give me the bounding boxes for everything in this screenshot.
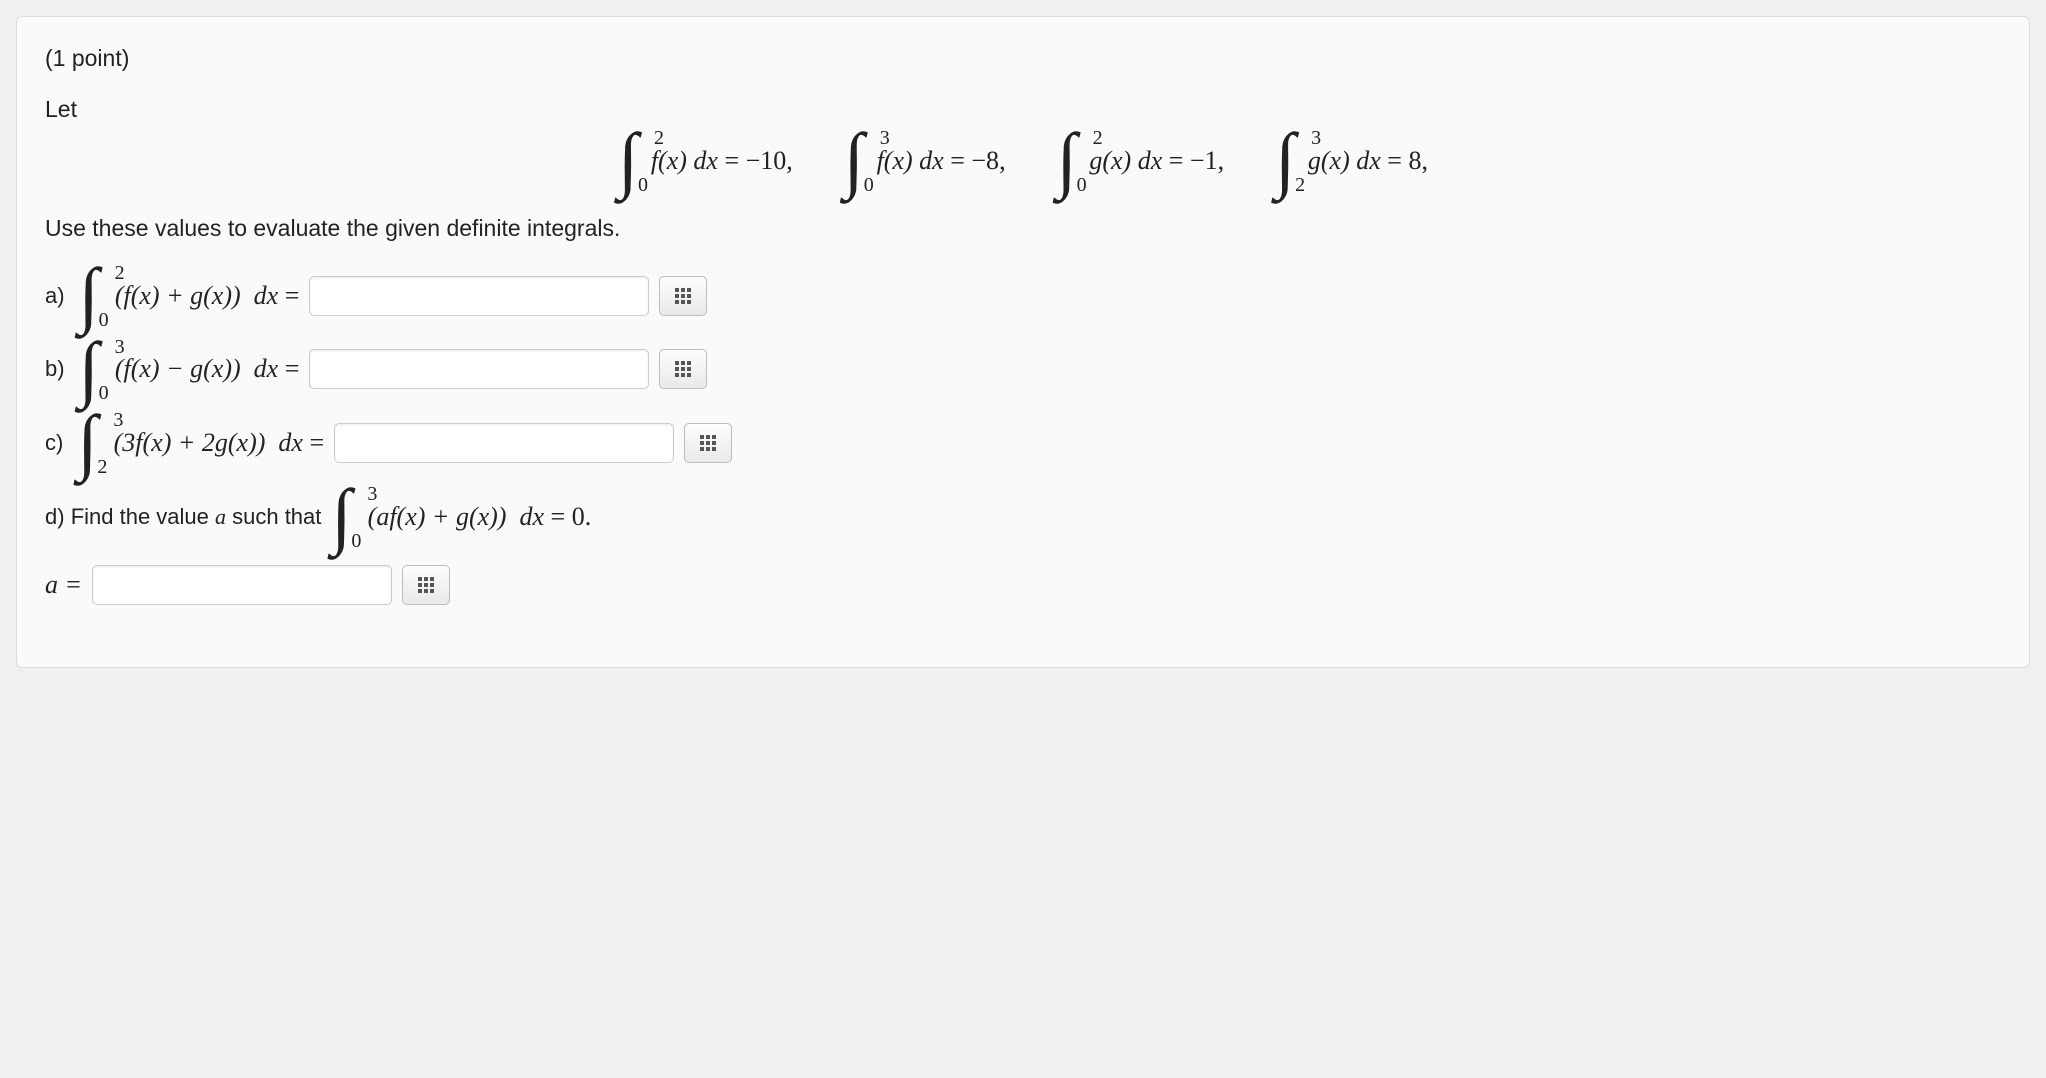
part-a-keypad-button[interactable] — [659, 276, 707, 316]
part-a-input[interactable] — [309, 276, 649, 316]
part-c-input[interactable] — [334, 423, 674, 463]
part-c-integral: ∫ 3 2 — [77, 417, 97, 469]
part-c-keypad-button[interactable] — [684, 423, 732, 463]
part-d-input[interactable] — [92, 565, 392, 605]
keypad-icon — [700, 435, 716, 451]
part-b-integral: ∫ 3 0 — [79, 344, 99, 396]
given-integral-3: ∫ 2 0 — [1057, 135, 1077, 187]
part-b-input[interactable] — [309, 349, 649, 389]
problem-panel: (1 point) Let ∫ 2 0 f(x) dx = −10, ∫ 3 0… — [16, 16, 2030, 668]
keypad-icon — [675, 288, 691, 304]
part-b-keypad-button[interactable] — [659, 349, 707, 389]
part-a-row: a) ∫ 2 0 (f(x) + g(x)) dx = — [45, 270, 2001, 322]
part-c-label: c) — [45, 430, 63, 456]
part-b-row: b) ∫ 3 0 (f(x) − g(x)) dx = — [45, 344, 2001, 396]
part-d-label: d) — [45, 504, 65, 529]
given-integral-4: ∫ 3 2 — [1275, 135, 1295, 187]
part-d-answer-row: a = — [45, 565, 2001, 605]
part-a-integral: ∫ 2 0 — [79, 270, 99, 322]
points-label: (1 point) — [45, 45, 2001, 72]
part-d-row: d) Find the value a such that ∫ 3 0 (af(… — [45, 491, 2001, 543]
given-integral-2: ∫ 3 0 — [844, 135, 864, 187]
part-b-label: b) — [45, 356, 65, 382]
keypad-icon — [418, 577, 434, 593]
given-integrals-row: ∫ 2 0 f(x) dx = −10, ∫ 3 0 f(x) dx = −8,… — [45, 135, 2001, 187]
part-c-row: c) ∫ 3 2 (3f(x) + 2g(x)) dx = — [45, 417, 2001, 469]
keypad-icon — [675, 361, 691, 377]
part-d-integral: ∫ 3 0 — [331, 491, 351, 543]
let-label: Let — [45, 96, 2001, 123]
part-a-label: a) — [45, 283, 65, 309]
part-d-answer-label: a = — [45, 570, 82, 600]
given-integral-1: ∫ 2 0 — [618, 135, 638, 187]
part-d-keypad-button[interactable] — [402, 565, 450, 605]
instruction-text: Use these values to evaluate the given d… — [45, 215, 2001, 242]
